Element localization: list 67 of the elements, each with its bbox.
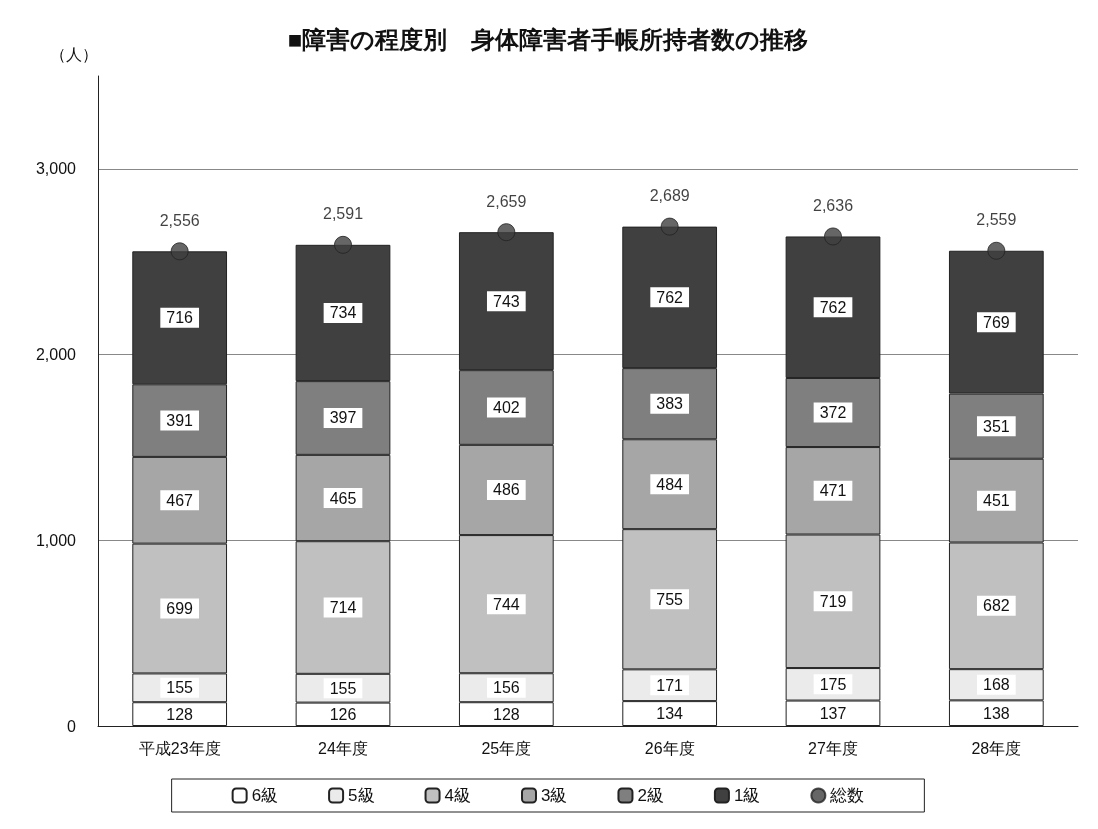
- data-label: 372: [819, 404, 847, 422]
- data-label: 699: [166, 600, 194, 618]
- y-tick-label: 2,000: [35, 346, 77, 364]
- data-label: 391: [166, 412, 194, 430]
- legend-label: 総数: [829, 786, 865, 805]
- data-label: 682: [982, 597, 1010, 615]
- x-tick-label: 26年度: [644, 739, 695, 757]
- point: [170, 242, 189, 261]
- chart-title: ■障害の程度別 身体障害者手帳所持者数の推移: [287, 25, 809, 53]
- data-label: 2,556: [159, 211, 200, 229]
- data-label: 175: [819, 675, 847, 693]
- data-label: 134: [656, 705, 684, 723]
- data-label: 2,659: [486, 192, 527, 210]
- data-label: 137: [819, 704, 847, 722]
- legend-label: 5級: [348, 786, 375, 805]
- data-label: 467: [166, 491, 194, 509]
- data-label: 762: [656, 288, 684, 306]
- data-label: 171: [656, 676, 684, 694]
- x-tick-label: 平成23年度: [138, 739, 221, 757]
- data-label: 719: [819, 592, 847, 610]
- x-tick-label: 28年度: [971, 739, 1022, 757]
- data-label: 716: [166, 309, 194, 327]
- data-label: 762: [819, 298, 847, 316]
- point: [334, 235, 352, 254]
- point: [824, 227, 842, 246]
- data-label: 397: [329, 409, 357, 427]
- data-label: 734: [329, 304, 357, 322]
- y-tick-label: 3,000: [35, 160, 77, 178]
- y-tick-label: 1,000: [35, 531, 77, 549]
- data-label: 402: [492, 399, 520, 416]
- data-label: 486: [492, 481, 520, 499]
- data-label: 155: [329, 679, 357, 697]
- data-label: 2,591: [322, 205, 364, 223]
- data-label: 383: [656, 395, 684, 413]
- data-label: 2,636: [812, 196, 854, 214]
- data-label: 156: [492, 679, 520, 697]
- data-label: 128: [492, 705, 520, 723]
- data-label: 743: [492, 292, 520, 310]
- data-label: 168: [982, 676, 1010, 694]
- data-label: 2,559: [976, 211, 1017, 229]
- data-label: 471: [819, 482, 847, 500]
- point: [497, 223, 516, 242]
- data-label: 755: [656, 590, 684, 608]
- data-label: 769: [982, 313, 1010, 331]
- data-label: 155: [166, 679, 194, 697]
- point: [987, 241, 1006, 260]
- data-label: 128: [166, 705, 194, 723]
- x-tick-label: 24年度: [318, 739, 368, 757]
- data-label: 484: [656, 475, 684, 493]
- data-label: 714: [329, 599, 357, 617]
- data-label: 451: [982, 492, 1010, 510]
- legend-label: 6級: [251, 786, 279, 805]
- data-label: 465: [329, 489, 357, 507]
- data-label: 351: [982, 417, 1010, 435]
- x-tick-label: 25年度: [481, 739, 532, 757]
- data-label: 2,689: [649, 187, 690, 205]
- y-tick-label: 0: [67, 717, 77, 735]
- legend-label: 1級: [733, 786, 761, 805]
- data-label: 126: [329, 705, 357, 723]
- y-axis-title: （人）: [50, 45, 98, 63]
- point: [660, 217, 679, 236]
- x-tick-label: 27年度: [808, 739, 858, 757]
- data-label: 138: [982, 704, 1010, 722]
- legend-label: 2級: [637, 786, 664, 805]
- legend-label: 4級: [444, 786, 472, 805]
- legend-label: 3級: [541, 786, 568, 805]
- data-label: 744: [492, 595, 520, 613]
